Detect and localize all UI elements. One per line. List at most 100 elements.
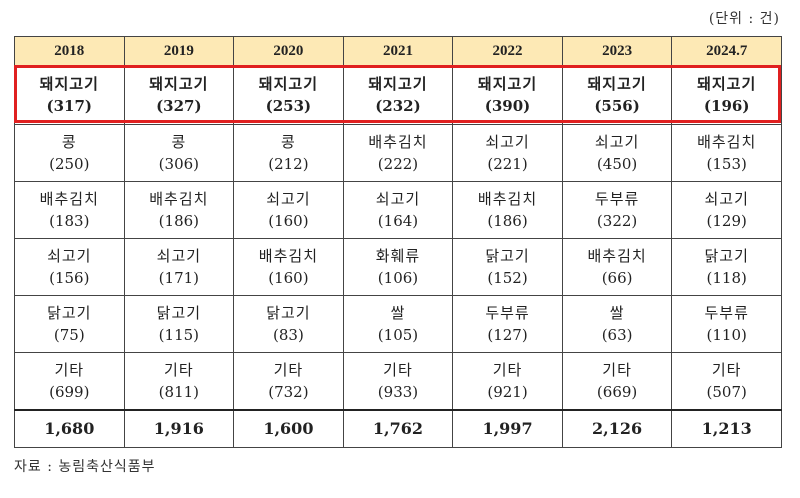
item-count: (153) bbox=[706, 155, 747, 173]
item-count: (83) bbox=[273, 326, 304, 344]
item-count: (390) bbox=[484, 97, 531, 115]
item-name: 닭고기 bbox=[156, 304, 202, 322]
item-count: (160) bbox=[268, 269, 309, 287]
item-count: (186) bbox=[158, 212, 200, 230]
item-count: (156) bbox=[49, 269, 90, 287]
item-name: 기타 bbox=[164, 361, 194, 379]
table-body: 돼지고기 (317) 돼지고기 (327) 돼지고기 (253) 돼지고기 (232) 돼지고기… bbox=[14, 65, 782, 448]
table-cell: 쌀 (63) bbox=[561, 295, 673, 353]
item-name: 돼지고기 bbox=[258, 75, 318, 93]
item-count: (105) bbox=[377, 326, 419, 344]
table-cell: 닭고기 (115) bbox=[123, 295, 235, 353]
item-name: 돼지고기 bbox=[587, 75, 647, 93]
item-count: (507) bbox=[706, 383, 747, 401]
item-count: (933) bbox=[377, 383, 419, 401]
item-count: (106) bbox=[377, 269, 419, 287]
item-name: 돼지고기 bbox=[39, 75, 99, 93]
item-name: 콩 bbox=[61, 133, 77, 151]
item-name: 두부류 bbox=[485, 304, 530, 322]
item-name: 쌀 bbox=[390, 304, 406, 322]
table-cell: 돼지고기 (556) bbox=[561, 65, 673, 125]
item-count: (115) bbox=[158, 326, 200, 344]
table-cell: 쌀 (105) bbox=[342, 295, 454, 353]
table-cell: 배추김치 (160) bbox=[233, 238, 344, 296]
item-count: (556) bbox=[594, 97, 640, 115]
item-count: (732) bbox=[268, 383, 309, 401]
table-cell: 배추김치 (222) bbox=[342, 124, 454, 182]
item-name: 닭고기 bbox=[485, 247, 530, 265]
item-name: 두부류 bbox=[704, 304, 749, 322]
item-name: 기타 bbox=[54, 361, 85, 379]
year-header: 2020 bbox=[233, 36, 344, 66]
table-cell: 돼지고기 (232) bbox=[342, 65, 454, 125]
item-name: 쇠고기 bbox=[485, 133, 530, 151]
table-cell: 콩 (250) bbox=[14, 124, 125, 182]
item-count: (250) bbox=[49, 155, 90, 173]
item-count: (322) bbox=[596, 212, 638, 230]
item-name: 쇠고기 bbox=[594, 133, 640, 151]
table-cell: 닭고기 (118) bbox=[671, 238, 782, 296]
table-row: 기타 (699) 기타 (811) 기타 (732) 기타 (933) 기타 (921) 기타 (66… bbox=[14, 352, 782, 411]
item-count: (327) bbox=[156, 97, 202, 115]
item-name: 돼지고기 bbox=[149, 75, 209, 93]
total-cell: 1,213 bbox=[671, 409, 782, 448]
table-cell: 기타 (921) bbox=[452, 352, 563, 411]
table-cell: 두부류 (322) bbox=[561, 181, 673, 239]
item-count: (152) bbox=[487, 269, 528, 287]
item-count: (63) bbox=[601, 326, 633, 344]
item-name: 두부류 bbox=[594, 190, 640, 208]
table-cell: 화훼류 (106) bbox=[342, 238, 454, 296]
table-row: 콩 (250) 콩 (306) 콩 (212) 배추김치 (222) 쇠고기 (221) 쇠고기 (4… bbox=[14, 124, 782, 182]
table-cell: 돼지고기 (317) bbox=[14, 65, 125, 125]
item-count: (66) bbox=[601, 269, 633, 287]
year-header: 2019 bbox=[123, 36, 235, 66]
table-cell: 닭고기 (75) bbox=[14, 295, 125, 353]
item-count: (222) bbox=[377, 155, 419, 173]
item-count: (127) bbox=[487, 326, 528, 344]
table-row: 쇠고기 (156) 쇠고기 (171) 배추김치 (160) 화훼류 (106) 닭고기 (152… bbox=[14, 238, 782, 296]
unit-label: (단위 : 건) bbox=[708, 11, 780, 27]
table-cell: 두부류 (127) bbox=[452, 295, 563, 353]
table-cell: 쇠고기 (160) bbox=[233, 181, 344, 239]
table-cell: 돼지고기 (253) bbox=[233, 65, 344, 125]
item-count: (317) bbox=[46, 97, 93, 115]
table-cell: 기타 (933) bbox=[342, 352, 454, 411]
total-cell: 1,762 bbox=[342, 409, 454, 448]
item-name: 배추김치 bbox=[258, 247, 318, 265]
item-name: 배추김치 bbox=[587, 247, 647, 265]
year-header: 2022 bbox=[452, 36, 563, 66]
source-note: 자료 : 농림축산식품부 bbox=[14, 459, 156, 475]
table-cell: 배추김치 (66) bbox=[561, 238, 673, 296]
table-cell: 닭고기 (152) bbox=[452, 238, 563, 296]
item-count: (221) bbox=[487, 155, 528, 173]
year-header: 2024.7 bbox=[671, 36, 782, 66]
item-name: 기타 bbox=[273, 361, 304, 379]
statistics-table: 2018 2019 2020 2021 2022 2023 2024.7 돼지고… bbox=[14, 36, 782, 448]
item-count: (186) bbox=[487, 212, 528, 230]
item-name: 쌀 bbox=[609, 304, 625, 322]
table-cell: 배추김치 (186) bbox=[123, 181, 235, 239]
total-cell: 1,997 bbox=[452, 409, 563, 448]
item-count: (253) bbox=[265, 97, 312, 115]
table-row-top-item: 돼지고기 (317) 돼지고기 (327) 돼지고기 (253) 돼지고기 (232) 돼지고기… bbox=[14, 65, 782, 125]
year-header: 2018 bbox=[14, 36, 125, 66]
year-header: 2021 bbox=[342, 36, 454, 66]
total-cell: 2,126 bbox=[561, 409, 673, 448]
total-cell: 1,680 bbox=[14, 409, 125, 448]
item-name: 콩 bbox=[171, 133, 187, 151]
item-name: 기타 bbox=[602, 361, 632, 379]
item-name: 배추김치 bbox=[39, 190, 99, 208]
item-name: 배추김치 bbox=[368, 133, 428, 151]
item-count: (669) bbox=[596, 383, 638, 401]
item-count: (110) bbox=[706, 326, 747, 344]
table-cell: 콩 (306) bbox=[123, 124, 235, 182]
table-cell: 기타 (669) bbox=[561, 352, 673, 411]
item-name: 쇠고기 bbox=[375, 190, 421, 208]
item-name: 쇠고기 bbox=[47, 247, 92, 265]
table-cell: 쇠고기 (129) bbox=[671, 181, 782, 239]
item-name: 화훼류 bbox=[375, 247, 421, 265]
item-name: 쇠고기 bbox=[156, 247, 202, 265]
item-name: 닭고기 bbox=[704, 247, 749, 265]
table-cell: 쇠고기 (156) bbox=[14, 238, 125, 296]
table-cell: 쇠고기 (221) bbox=[452, 124, 563, 182]
